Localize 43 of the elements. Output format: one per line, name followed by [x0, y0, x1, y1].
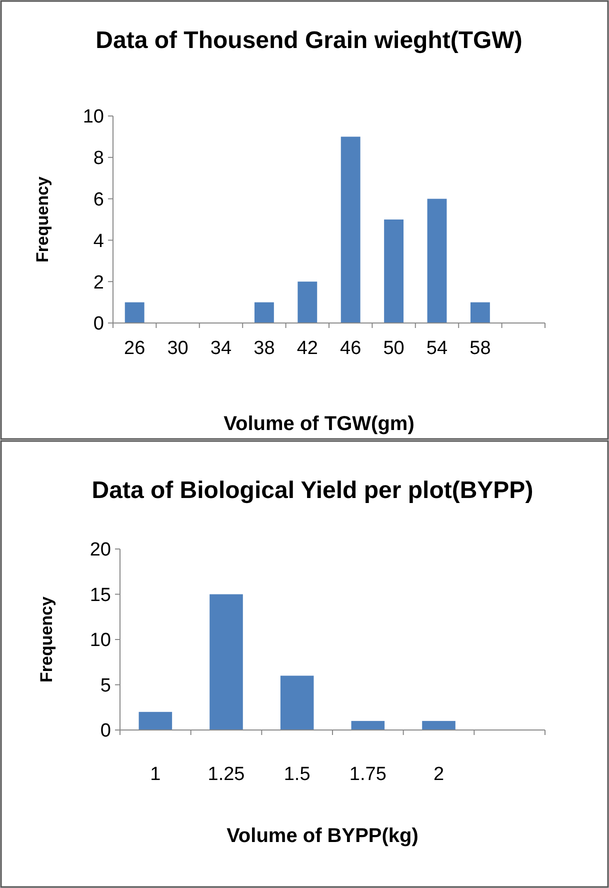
x-tick-label: 50: [383, 338, 404, 359]
y-tick-label: 2: [93, 272, 104, 294]
x-tick-label: 30: [167, 338, 188, 359]
y-tick-label: 4: [93, 230, 104, 252]
x-tick-label: 1.25: [208, 764, 245, 785]
x-tick-label: 54: [426, 338, 448, 359]
bar: [138, 712, 172, 730]
y-axis-title: Frequency: [37, 596, 56, 682]
x-tick-label: 1: [150, 764, 161, 785]
y-tick-label: 20: [90, 540, 111, 561]
chart-title: Data of Biological Yield per plot(BYPP): [92, 477, 534, 504]
y-tick-label: 0: [100, 720, 111, 742]
bar: [254, 302, 274, 323]
bar: [210, 594, 243, 730]
y-tick-label: 5: [100, 675, 111, 696]
bar: [351, 720, 385, 730]
x-tick-label: 26: [124, 338, 146, 359]
x-tick-label: 42: [296, 338, 318, 359]
bar: [280, 676, 314, 730]
bar: [124, 302, 144, 323]
y-axis-title: Frequency: [33, 176, 52, 262]
bar: [422, 720, 456, 730]
x-tick-label: 2: [433, 764, 444, 785]
x-tick-label: 38: [254, 338, 275, 359]
bar: [340, 136, 360, 323]
bar: [427, 198, 447, 323]
x-axis-title: Volume of BYPP(kg): [226, 825, 418, 847]
x-axis-title: Volume of TGW(gm): [224, 413, 414, 435]
x-tick-label: 34: [210, 338, 232, 359]
y-tick-label: 6: [93, 189, 104, 210]
x-tick-label: 1.5: [284, 764, 310, 785]
chart-title: Data of Thousend Grain wieght(TGW): [96, 27, 522, 54]
x-tick-label: 1.75: [349, 764, 386, 785]
x-tick-label: 58: [470, 338, 491, 359]
y-tick-label: 10: [82, 106, 104, 128]
bar: [470, 302, 490, 323]
y-tick-label: 8: [93, 148, 104, 170]
y-tick-label: 10: [90, 630, 111, 652]
x-tick-label: 46: [340, 338, 362, 359]
bar: [384, 220, 404, 323]
y-tick-label: 0: [93, 314, 104, 335]
bar: [298, 282, 318, 323]
y-tick-label: 15: [90, 584, 111, 606]
